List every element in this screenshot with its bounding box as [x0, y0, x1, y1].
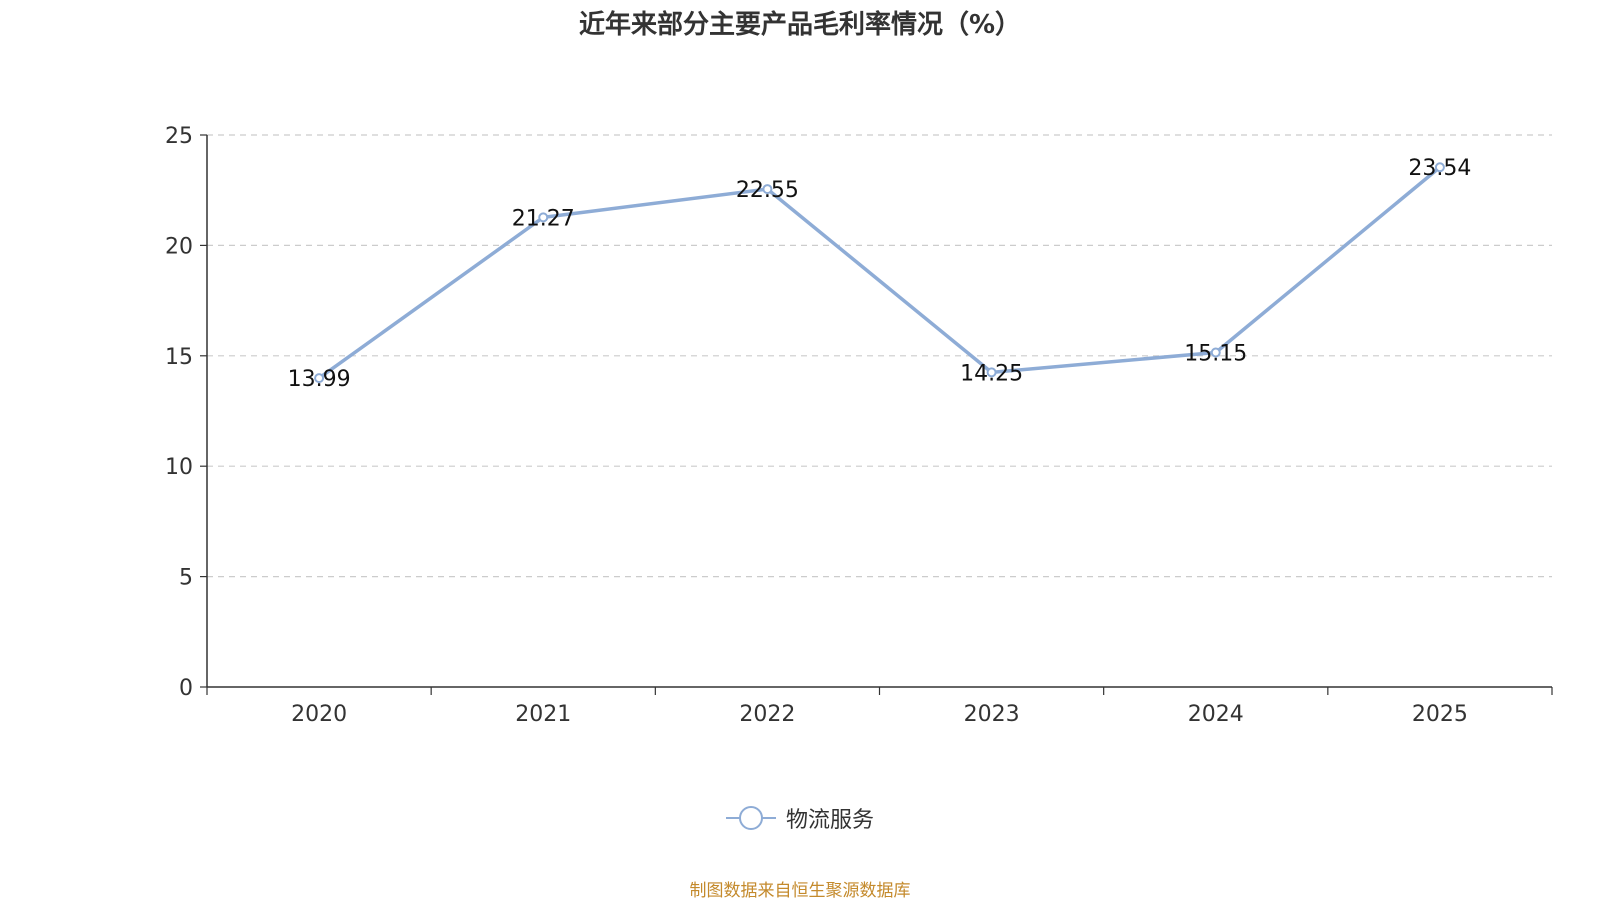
data-point	[1210, 347, 1221, 358]
legend-marker-icon	[725, 806, 776, 830]
y-tick-label: 25	[165, 124, 193, 149]
x-tick-label: 2020	[291, 702, 347, 727]
data-label: 14.25	[960, 361, 1023, 386]
data-label: 13.99	[288, 367, 351, 392]
source-note: 制图数据来自恒生聚源数据库	[689, 881, 911, 901]
y-tick-label: 15	[165, 345, 193, 370]
series-line	[317, 165, 1442, 380]
y-tick-label: 20	[165, 234, 193, 259]
legend-label: 物流服务	[785, 808, 874, 833]
grid-lines	[207, 134, 1552, 578]
data-point	[762, 184, 773, 195]
data-label: 23.54	[1408, 156, 1471, 181]
x-tick-label: 2022	[739, 702, 795, 727]
y-tick-label: 5	[179, 566, 193, 591]
x-tick-label: 2023	[964, 702, 1020, 727]
data-label: 22.55	[736, 178, 799, 203]
data-point	[1434, 162, 1445, 173]
series-lines	[314, 162, 1445, 384]
chart-title: 近年来部分主要产品毛利率情况（%）	[578, 10, 1022, 40]
data-label: 21.27	[512, 206, 575, 231]
y-tick-label: 0	[179, 676, 193, 701]
y-tick-label: 10	[165, 455, 193, 480]
data-point	[314, 373, 325, 384]
x-tick-label: 2021	[515, 702, 571, 727]
data-point	[986, 367, 997, 378]
data-label: 15.15	[1184, 341, 1247, 366]
x-tick-label: 2024	[1188, 702, 1244, 727]
legend[interactable]: 物流服务	[0, 802, 1600, 837]
data-labels: 13.99 21.27 22.55 14.25 15.15 23.54	[288, 156, 1472, 392]
data-point	[538, 212, 549, 223]
x-tick-label: 2025	[1412, 702, 1468, 727]
